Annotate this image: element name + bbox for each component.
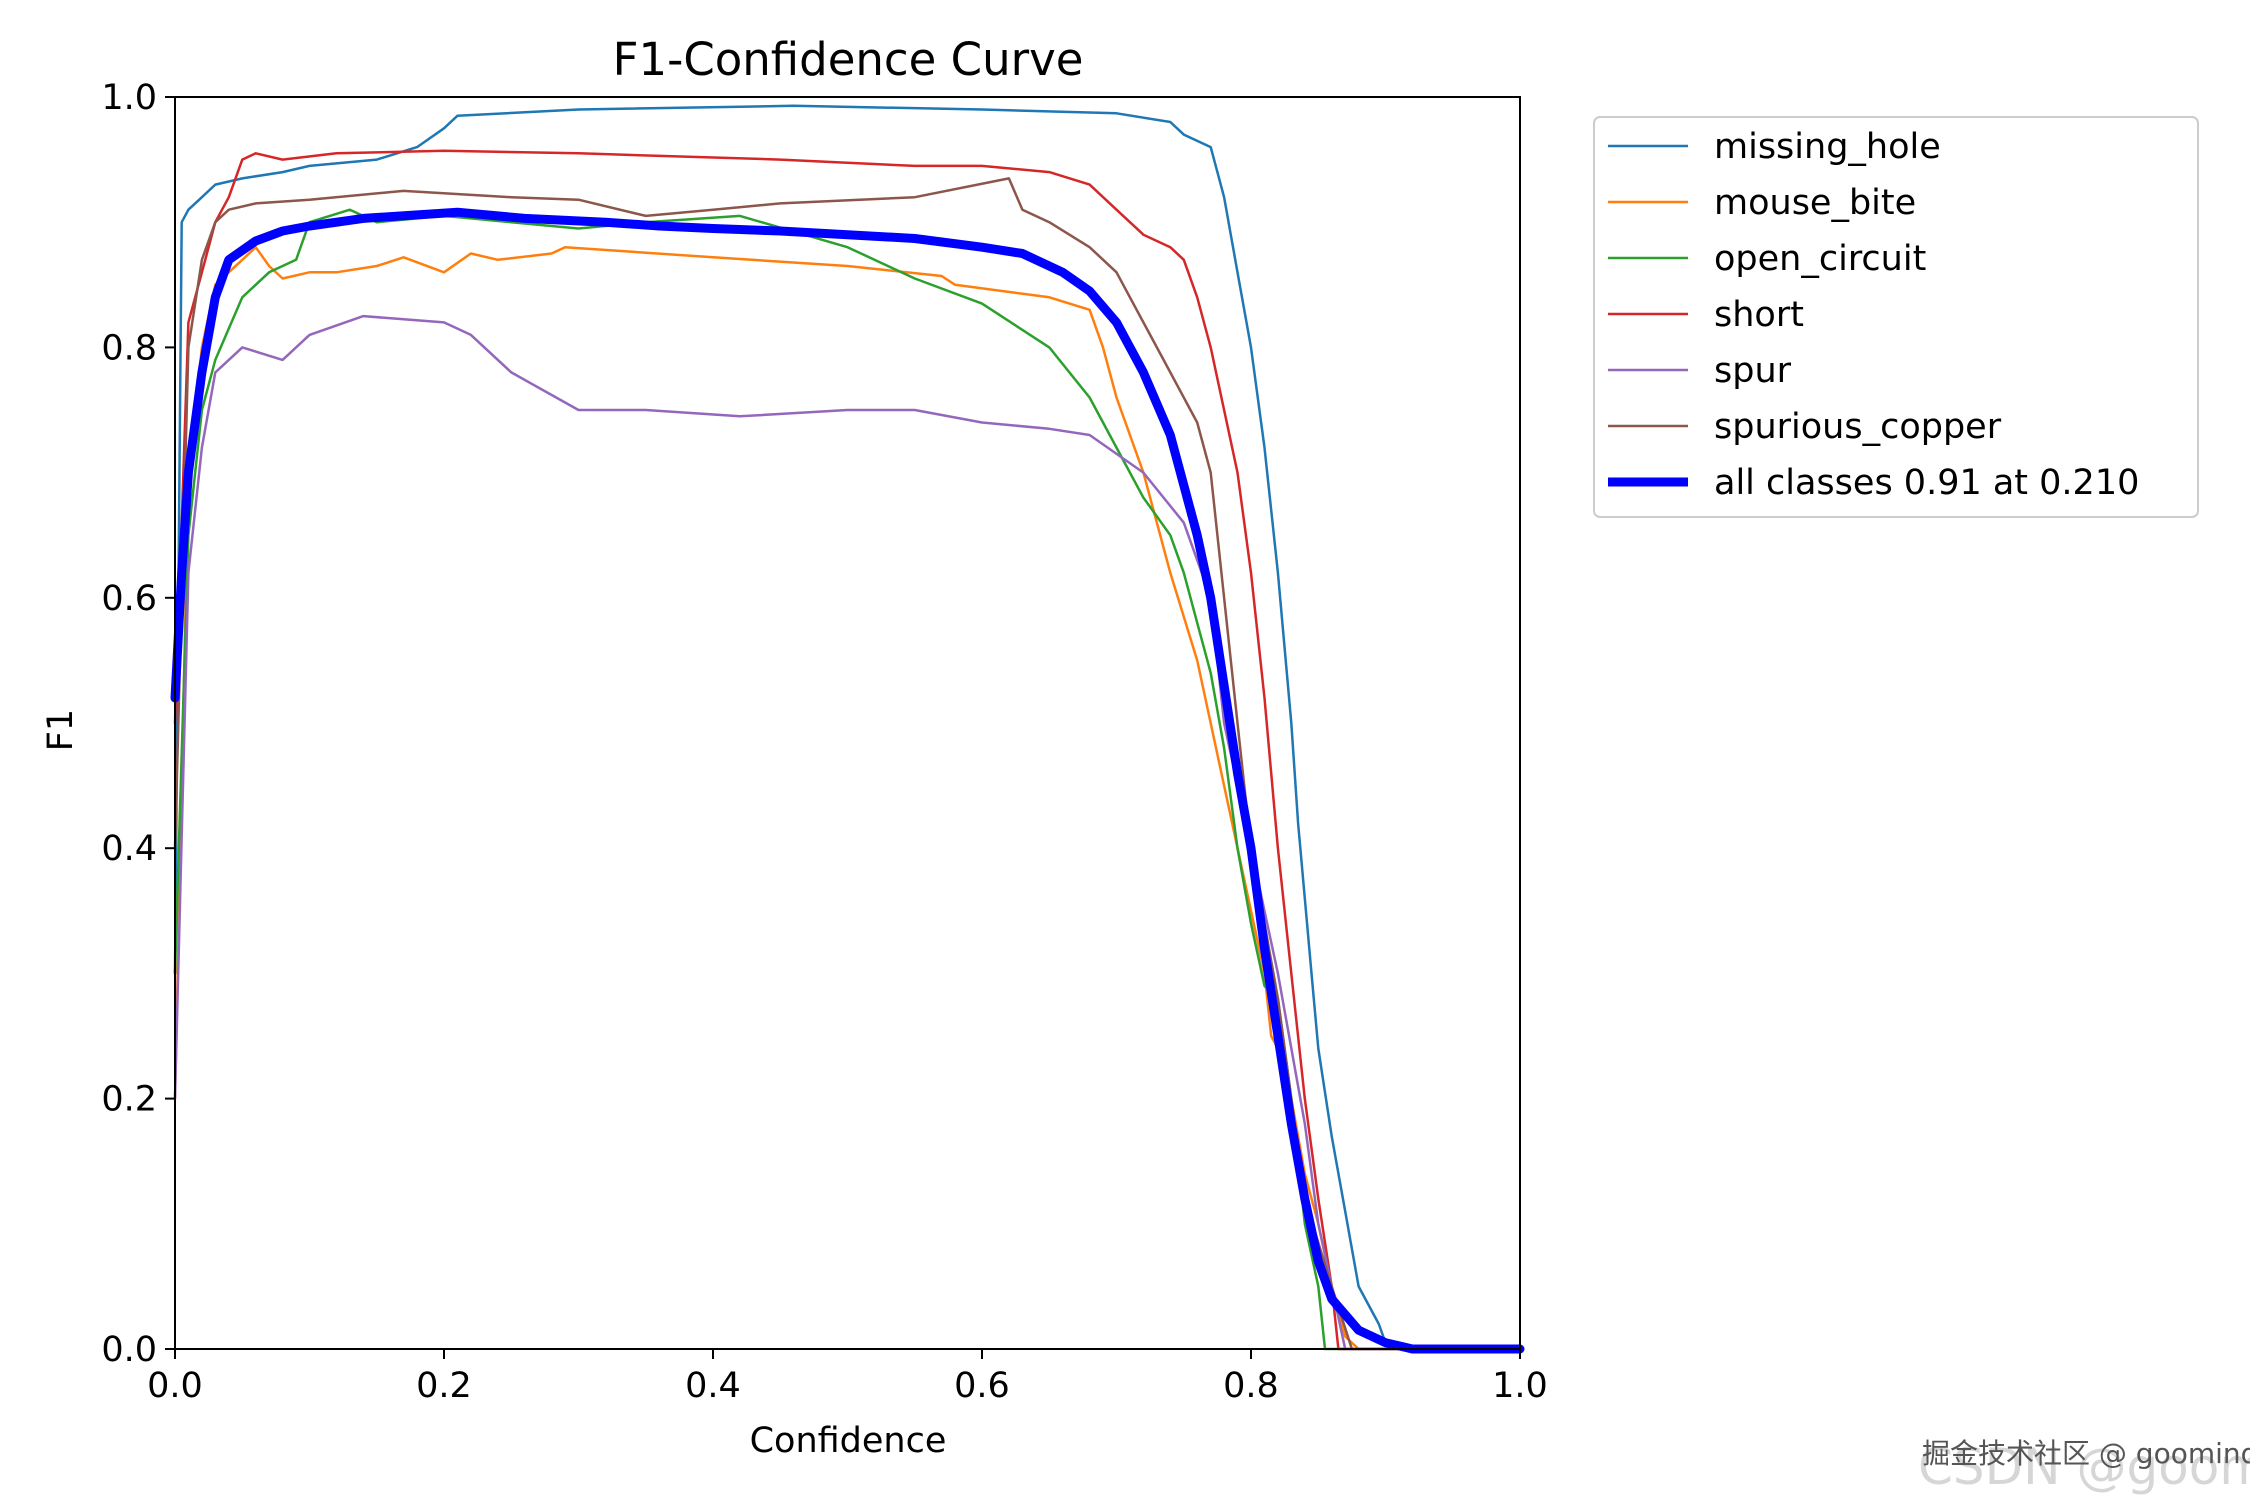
legend-label-0: missing_hole xyxy=(1714,127,1941,167)
x-tick-label: 0.6 xyxy=(954,1366,1010,1406)
series-line-1 xyxy=(173,245,1522,1351)
series-line-0 xyxy=(173,104,1522,1351)
x-axis-label: Confidence xyxy=(750,1421,947,1461)
y-tick-label: 0.8 xyxy=(101,328,157,368)
legend-label-2: open_circuit xyxy=(1714,239,1926,279)
legend-label-5: spurious_copper xyxy=(1714,407,2002,447)
y-tick-label: 0.2 xyxy=(101,1080,157,1120)
chart-title: F1-Confidence Curve xyxy=(613,33,1084,86)
x-tick-label: 0.2 xyxy=(416,1366,472,1406)
series-line-4 xyxy=(173,314,1522,1351)
legend-frame xyxy=(1593,116,2199,518)
watermark-juejin: 掘金技术社区 @ goomind xyxy=(1922,1437,2250,1470)
y-axis-label: F1 xyxy=(41,709,81,751)
x-tick-label: 0.8 xyxy=(1223,1366,1279,1406)
axes-frame xyxy=(174,96,1521,1350)
y-tick-label: 0.4 xyxy=(101,829,157,869)
legend-label-3: short xyxy=(1714,295,1804,335)
y-tick-label: 0.0 xyxy=(101,1330,157,1370)
legend-label-4: spur xyxy=(1714,351,1792,391)
series-line-2 xyxy=(173,208,1522,1351)
y-tick-label: 0.6 xyxy=(101,579,157,619)
series-line-5 xyxy=(173,177,1522,1351)
x-tick-label: 0.4 xyxy=(685,1366,741,1406)
x-tick-label: 0.0 xyxy=(147,1366,203,1406)
plot-area xyxy=(170,104,1525,1354)
legend-label-6: all classes 0.91 at 0.210 xyxy=(1714,463,2139,503)
axis-ticks: 0.0 0.2 0.4 0.6 0.8 1.0 0.0 0.2 0.4 0.6 0.8 1.0 xyxy=(101,78,1548,1406)
y-tick-label: 1.0 xyxy=(101,78,157,118)
x-tick-label: 1.0 xyxy=(1492,1366,1548,1406)
legend-label-1: mouse_bite xyxy=(1714,183,1916,223)
watermark-csdn: CSDN @goomind xyxy=(1918,1438,2250,1496)
series-line-6 xyxy=(170,207,1525,1354)
series-line-3 xyxy=(173,149,1522,1351)
